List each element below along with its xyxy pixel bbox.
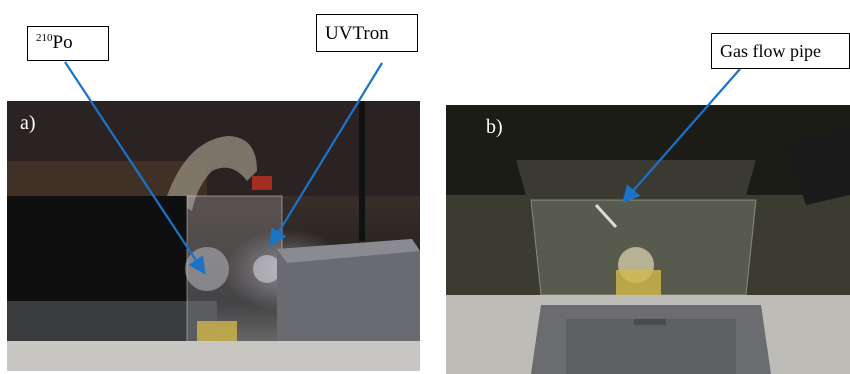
callout-po210: 210Po [27,26,109,61]
photo-panel-a: a) [7,101,420,371]
top-bar [516,160,756,195]
panel-a-tag: a) [20,112,36,134]
grey-box-lid [566,319,736,374]
photo-b-scene [446,105,850,374]
grey-box-notch [634,319,666,325]
photo-a-scene [7,101,420,371]
red-object [252,176,272,190]
table-surface-left [7,301,217,341]
gas-pipe [594,203,618,229]
yellow-label [197,321,237,341]
vertical-pole [359,101,365,241]
grey-box-top [277,239,420,263]
po210-superscript: 210 [36,32,53,44]
panel-b-tag: b) [486,116,503,138]
callout-uvtron: UVTron [316,14,418,52]
po210-source [185,247,229,291]
grey-instrument-box [277,239,420,371]
black-enclosure [7,196,187,316]
callout-gas-flow-pipe: Gas flow pipe [711,33,850,69]
po210-text: Po [52,32,73,53]
right-equipment [786,125,850,205]
table-front [7,341,420,371]
photo-panel-b: b) [446,105,850,374]
uvtron-bulb [253,255,281,283]
